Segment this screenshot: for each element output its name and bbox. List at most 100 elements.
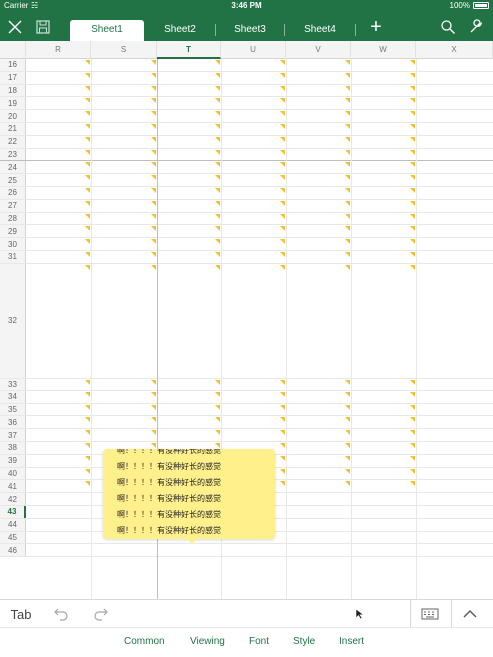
table-row[interactable]: 37 (0, 429, 493, 442)
tab-sheet1[interactable]: Sheet1 (70, 20, 144, 41)
ribbon-tabs: Common Viewing Font Style Insert (0, 627, 493, 657)
table-row[interactable]: 26 (0, 187, 493, 200)
column-header-x[interactable]: X (416, 41, 493, 59)
row-header[interactable]: 18 (0, 84, 26, 97)
row-header[interactable]: 26 (0, 187, 26, 199)
comment-indicator-icon (151, 226, 156, 232)
tab-key-button[interactable]: Tab (10, 606, 32, 622)
tab-sheet4[interactable]: Sheet4 (304, 24, 336, 35)
comment-indicator-icon (410, 391, 415, 397)
row-header[interactable]: 25 (0, 174, 26, 186)
table-row[interactable]: 34 (0, 390, 493, 404)
row-header[interactable]: 20 (0, 110, 26, 122)
row-header[interactable]: 24 (0, 161, 26, 174)
chevron-up-icon[interactable] (459, 602, 481, 626)
cell-comment-popup[interactable]: 啊！！！！有没种好长的感觉 啊！！！！有没种好长的感觉 啊！！！！有没种好长的感觉啊… (103, 449, 275, 539)
column-header-w[interactable]: W (351, 41, 416, 59)
table-row[interactable]: 35 (0, 403, 493, 417)
row-header[interactable]: 33 (0, 378, 26, 390)
row-header[interactable]: 36 (0, 416, 26, 429)
ribbon-tab-font[interactable]: Font (249, 636, 270, 647)
row-header[interactable]: 21 (0, 123, 26, 135)
column-header-s[interactable]: S (91, 41, 157, 59)
table-row[interactable]: 46 (0, 544, 493, 558)
table-row[interactable]: 32 (0, 263, 493, 379)
comment-indicator-icon (215, 443, 220, 448)
row-header[interactable]: 45 (0, 531, 26, 544)
table-row[interactable]: 30 (0, 238, 493, 251)
row-header[interactable]: 46 (0, 544, 26, 557)
comment-indicator-icon (280, 252, 285, 257)
row-header[interactable]: 17 (0, 71, 26, 84)
select-all-corner[interactable] (0, 41, 26, 59)
ribbon-tab-style[interactable]: Style (293, 636, 316, 647)
table-row[interactable]: 27 (0, 199, 493, 213)
column-header-t[interactable]: T (157, 41, 221, 59)
row-header[interactable]: 44 (0, 518, 26, 531)
row-header[interactable]: 39 (0, 454, 26, 467)
row-header[interactable]: 38 (0, 442, 26, 454)
table-row[interactable]: 25 (0, 174, 493, 187)
clock: 3:46 PM (231, 1, 262, 10)
tab-sheet3[interactable]: Sheet3 (234, 24, 266, 35)
row-header[interactable]: 40 (0, 467, 26, 480)
row-header[interactable]: 19 (0, 97, 26, 110)
row-header[interactable]: 30 (0, 238, 26, 250)
comment-indicator-icon (345, 404, 350, 410)
table-row[interactable]: 28 (0, 212, 493, 226)
undo-icon[interactable] (50, 602, 72, 626)
row-header[interactable]: 22 (0, 135, 26, 148)
row-header[interactable]: 23 (0, 148, 26, 161)
row-header[interactable]: 43 (0, 506, 26, 518)
row-header[interactable]: 29 (0, 225, 26, 238)
ribbon-tab-insert[interactable]: Insert (339, 636, 365, 647)
comment-indicator-icon (215, 417, 220, 423)
table-row[interactable]: 17 (0, 71, 493, 85)
table-row[interactable]: 22 (0, 135, 493, 149)
column-header-r[interactable]: R (26, 41, 91, 59)
table-row[interactable]: 20 (0, 110, 493, 123)
row-header[interactable]: 42 (0, 493, 26, 505)
plus-icon[interactable]: + (370, 15, 382, 38)
comment-indicator-icon (215, 149, 220, 155)
table-row[interactable]: 33 (0, 378, 493, 391)
row-header[interactable]: 34 (0, 390, 26, 403)
row-header[interactable]: 32 (0, 263, 26, 378)
comment-indicator-icon (215, 391, 220, 397)
close-icon[interactable] (3, 15, 27, 39)
column-header-u[interactable]: U (221, 41, 286, 59)
table-row[interactable]: 29 (0, 225, 493, 239)
comment-indicator-icon (345, 175, 350, 181)
table-row[interactable]: 21 (0, 123, 493, 136)
table-row[interactable]: 18 (0, 84, 493, 98)
save-icon[interactable] (31, 15, 55, 39)
table-row[interactable]: 19 (0, 97, 493, 111)
comment-indicator-icon (85, 481, 90, 487)
row-header[interactable]: 31 (0, 251, 26, 263)
row-header[interactable]: 37 (0, 429, 26, 441)
ribbon-tab-common[interactable]: Common (124, 636, 165, 647)
table-row[interactable]: 31 (0, 251, 493, 264)
search-icon[interactable] (436, 15, 460, 39)
spreadsheet-grid[interactable]: 16 17 18 19 20 21 22 23 24 25 26 27 28 29 30 31 32 33 34 35… (0, 59, 493, 599)
comment-indicator-icon (410, 85, 415, 91)
carrier-label: Carrier (4, 1, 29, 10)
table-row[interactable]: 24 (0, 161, 493, 175)
table-row[interactable]: 16 (0, 59, 493, 72)
comment-indicator-icon (345, 239, 350, 245)
comment-indicator-icon (280, 417, 285, 423)
column-header-v[interactable]: V (286, 41, 351, 59)
tab-sheet2[interactable]: Sheet2 (164, 24, 196, 35)
row-header[interactable]: 41 (0, 480, 26, 493)
row-header[interactable]: 27 (0, 199, 26, 212)
comment-indicator-icon (215, 85, 220, 91)
table-row[interactable]: 45 (0, 531, 493, 545)
redo-icon[interactable] (90, 602, 112, 626)
table-row[interactable]: 36 (0, 416, 493, 430)
row-header[interactable]: 28 (0, 212, 26, 225)
row-header[interactable]: 16 (0, 59, 26, 71)
ribbon-tab-viewing[interactable]: Viewing (190, 636, 225, 647)
keyboard-icon[interactable] (419, 602, 441, 626)
wrench-icon[interactable] (464, 15, 488, 39)
row-header[interactable]: 35 (0, 403, 26, 416)
